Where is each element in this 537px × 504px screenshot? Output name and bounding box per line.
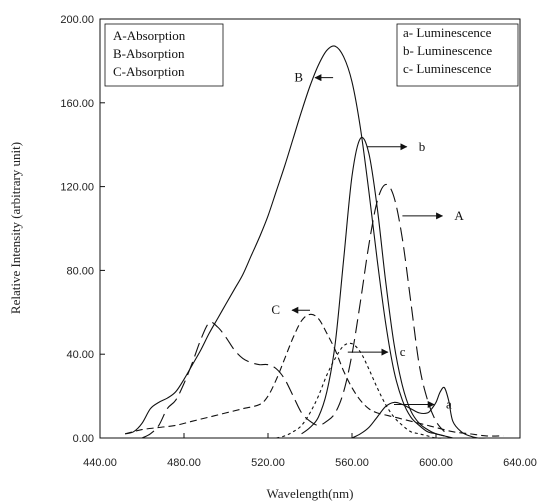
series-line-A — [141, 183, 445, 439]
x-tick-label: 520.00 — [251, 457, 285, 469]
x-tick-label: 600.00 — [419, 457, 453, 469]
legend-entry-a-luminescence: a- Luminescence — [403, 25, 492, 40]
x-tick-label: 440.00 — [83, 457, 117, 469]
y-tick-label: 120.00 — [60, 182, 94, 194]
legend-entry-b-luminescence: b- Luminescence — [403, 43, 492, 58]
series-line-C — [125, 313, 504, 437]
annotation-label-b: b — [419, 139, 426, 154]
legend-entry-a-absorption: A-Absorption — [113, 28, 186, 43]
y-tick-label: 0.00 — [73, 433, 94, 445]
annotation-label-A: A — [454, 208, 464, 223]
y-tick-label: 40.00 — [66, 349, 94, 361]
x-axis-title: Wavelength(nm) — [266, 486, 353, 501]
x-axis: 440.00 480.00 520.00 560.00 600.00 640.00 — [83, 433, 537, 469]
annotation-label-B: B — [294, 70, 303, 85]
annotation-label-c: c — [400, 344, 406, 359]
series-line-a — [351, 386, 504, 439]
annotation-label-C: C — [271, 302, 280, 317]
plot-frame — [99, 18, 521, 439]
y-tick-label: 80.00 — [66, 265, 94, 277]
x-tick-label: 560.00 — [335, 457, 369, 469]
y-axis: 0.00 40.00 80.00 120.00 160.00 200.00 — [60, 14, 105, 445]
legend-entry-c-absorption: C-Absorption — [113, 64, 185, 79]
x-tick-label: 480.00 — [167, 457, 201, 469]
y-axis-title: Relative Intensity (arbitrary unit) — [8, 142, 23, 314]
legend-luminescence: a- Luminescence b- Luminescence c- Lumin… — [396, 23, 519, 87]
legend-entry-c-luminescence: c- Luminescence — [403, 61, 492, 76]
series-lines — [125, 45, 504, 439]
series-line-b — [301, 136, 453, 439]
legend-entry-b-absorption: B-Absorption — [113, 46, 185, 61]
legend-absorption: A-Absorption B-Absorption C-Absorption — [104, 23, 224, 87]
x-tick-label: 640.00 — [503, 457, 537, 469]
annotations: Bb A Cc a — [271, 70, 464, 412]
series-line-B — [125, 45, 445, 437]
legend-absorption-box — [104, 23, 224, 87]
y-tick-label: 160.00 — [60, 98, 94, 110]
annotation-label-a: a — [446, 396, 452, 411]
legend-luminescence-box — [396, 23, 519, 87]
y-tick-label: 200.00 — [60, 14, 94, 26]
